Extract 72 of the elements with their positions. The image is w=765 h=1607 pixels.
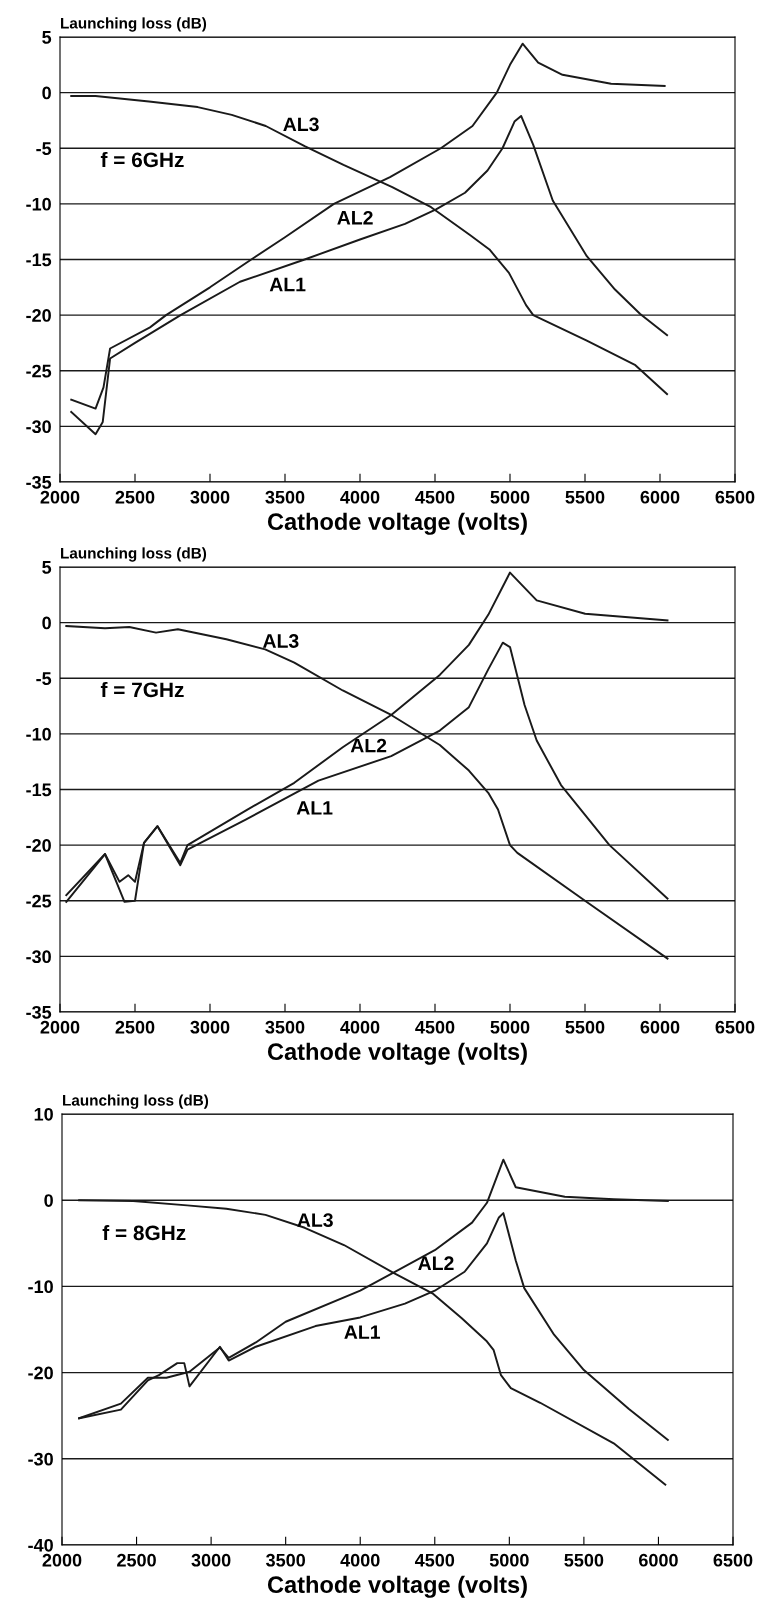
annotation: AL2	[418, 1256, 454, 1270]
y-tick-label: -40	[28, 1538, 53, 1552]
annotation: AL3	[262, 634, 299, 648]
x-tick-label: 6000	[640, 490, 680, 504]
x-tick-label: 4500	[415, 1020, 455, 1034]
x-tick-label: 2000	[40, 490, 80, 504]
x-tick-label: 6000	[639, 1553, 678, 1567]
y-tick-label: -30	[28, 1452, 53, 1466]
y-tick-label: -20	[26, 309, 51, 322]
y-tick-label: -15	[26, 783, 52, 797]
x-tick-label: 3500	[265, 1020, 305, 1034]
annotation: AL1	[296, 801, 333, 815]
y-axis-title: Launching loss (dB)	[61, 17, 207, 32]
x-tick-label: 6000	[640, 1020, 680, 1034]
x-axis-title: Cathode voltage (volts)	[267, 512, 527, 535]
y-tick-label: 5	[42, 31, 52, 44]
annotation: AL3	[297, 1213, 333, 1227]
x-tick-label: 3000	[190, 1020, 230, 1034]
y-tick-label: -20	[26, 839, 51, 852]
x-tick-label: 3000	[191, 1553, 231, 1567]
y-tick-label: -25	[26, 364, 52, 378]
x-tick-label: 4500	[414, 1553, 455, 1567]
x-tick-label: 2500	[115, 490, 155, 504]
annotation: f = 7GHz	[100, 681, 184, 698]
x-tick-label: 4000	[340, 490, 380, 504]
y-tick-label: -5	[36, 672, 52, 685]
x-tick-label: 2500	[115, 1020, 155, 1034]
y-tick-label: -30	[26, 420, 51, 434]
y-tick-label: 5	[42, 561, 52, 574]
y-tick-label: -5	[36, 142, 52, 155]
x-tick-label: 5500	[565, 490, 605, 504]
x-tick-label: 5000	[490, 490, 530, 504]
y-tick-label: -15	[26, 253, 52, 267]
x-tick-label: 4000	[340, 1020, 380, 1034]
annotation: AL2	[337, 210, 373, 225]
annotation: AL1	[269, 277, 306, 292]
annotation: f = 6GHz	[100, 151, 184, 168]
x-tick-label: 2000	[40, 1020, 80, 1034]
x-tick-label: 2500	[117, 1553, 156, 1567]
y-axis-title: Launching loss (dB)	[63, 1094, 209, 1109]
x-tick-label: 2000	[42, 1553, 82, 1567]
annotation: AL1	[344, 1325, 381, 1339]
y-tick-label: 0	[44, 1194, 53, 1207]
x-tick-label: 6500	[715, 490, 755, 504]
x-tick-label: 4500	[415, 490, 455, 504]
x-tick-label: 3000	[190, 490, 230, 504]
x-axis-title: Cathode voltage (volts)	[267, 1575, 527, 1598]
x-tick-label: 3500	[265, 490, 305, 504]
x-tick-label: 6500	[713, 1553, 753, 1567]
x-tick-label: 6500	[715, 1020, 755, 1034]
y-tick-label: 0	[42, 86, 51, 100]
annotation: AL2	[350, 738, 387, 753]
y-axis-title: Launching loss (dB)	[61, 547, 207, 562]
y-tick-label: -25	[26, 894, 52, 908]
y-tick-label: -20	[28, 1366, 53, 1380]
x-tick-label: 5500	[564, 1553, 604, 1567]
annotation: f = 8GHz	[102, 1224, 186, 1241]
x-tick-label: 5000	[490, 1020, 530, 1034]
y-tick-label: -10	[26, 197, 51, 211]
y-tick-label: 0	[42, 616, 51, 630]
x-tick-label: 3500	[266, 1553, 306, 1567]
y-tick-label: -30	[26, 950, 51, 964]
x-tick-label: 4000	[340, 1553, 380, 1567]
y-tick-label: 10	[34, 1107, 53, 1121]
y-tick-label: -35	[26, 475, 52, 489]
y-tick-label: -10	[26, 727, 51, 741]
annotation: AL3	[283, 117, 319, 132]
y-tick-label: -35	[26, 1005, 52, 1019]
x-tick-label: 5000	[489, 1553, 529, 1567]
y-tick-label: -10	[28, 1280, 53, 1294]
x-tick-label: 5500	[565, 1020, 605, 1034]
x-axis-title: Cathode voltage (volts)	[267, 1042, 527, 1065]
